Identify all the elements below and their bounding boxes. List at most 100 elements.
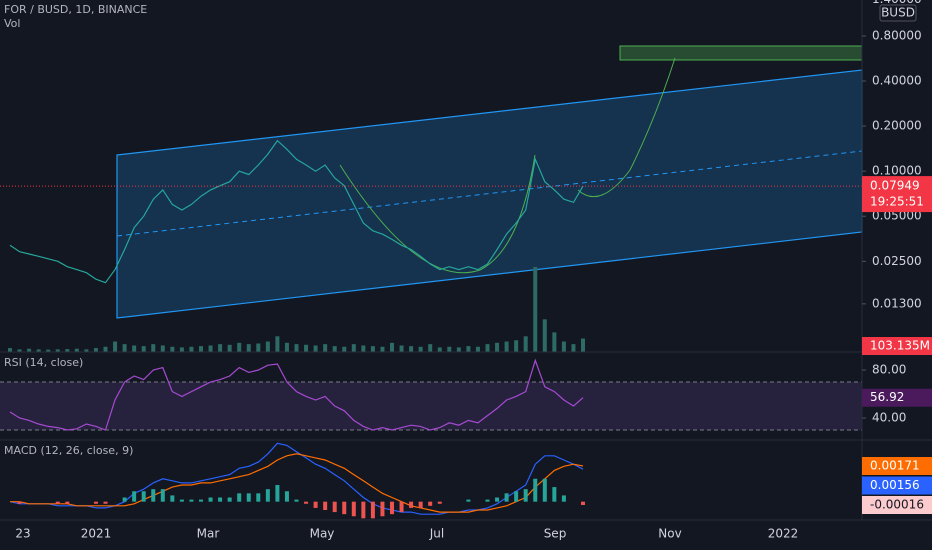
histogram-bar: [237, 493, 242, 502]
volume-bar: [84, 349, 89, 352]
histogram-bar: [227, 497, 232, 502]
volume-bar: [55, 349, 60, 352]
volume-bar: [533, 267, 538, 352]
price-box: [862, 176, 932, 213]
volume-bar: [8, 348, 12, 352]
volume-bar: [552, 332, 557, 352]
histogram-bar: [437, 501, 442, 504]
macd-last: 0.00156: [870, 478, 920, 492]
volume-bar: [561, 341, 566, 352]
x-tick-label: 23: [15, 527, 30, 541]
currency-box: [879, 4, 917, 22]
volume-bar: [256, 343, 261, 352]
histogram-bar: [370, 501, 375, 519]
histogram-bar: [351, 501, 356, 517]
histogram-bar: [495, 497, 500, 502]
volume-bar: [199, 346, 203, 352]
volume-last-box: [862, 337, 932, 355]
x-tick-label: Sep: [544, 527, 567, 541]
histogram-bar: [523, 489, 528, 502]
histogram-bar: [428, 501, 433, 506]
histogram-bar: [141, 491, 146, 502]
histogram-bar: [342, 501, 347, 515]
volume-bar: [390, 342, 394, 352]
target-box: [619, 45, 863, 61]
histogram-bar: [170, 495, 175, 502]
volume-bar: [237, 342, 242, 352]
volume-bar: [46, 349, 51, 352]
x-tick-label: 2022: [768, 527, 799, 541]
volume-bar: [456, 347, 461, 352]
histogram-bar: [294, 499, 299, 502]
volume-bar: [284, 342, 289, 352]
y-tick-label: 0.10000: [872, 164, 922, 178]
price-line: [9, 358, 584, 431]
histogram-bar: [552, 487, 557, 502]
volume-bar: [74, 348, 79, 352]
histogram-bar: [256, 493, 261, 502]
volume-bar: [36, 349, 41, 352]
volume-last: 103.135M: [870, 339, 930, 353]
volume-bar: [437, 347, 442, 352]
histogram-bar: [65, 501, 70, 504]
volume-bar: [351, 344, 356, 352]
macd-last: -0.00016: [870, 498, 924, 512]
volume-bar: [313, 345, 318, 352]
histogram-bar: [380, 501, 385, 517]
histogram-bar: [208, 497, 213, 502]
histogram-bar: [542, 478, 547, 502]
histogram-bar: [160, 489, 165, 502]
x-tick-label: Mar: [197, 527, 220, 541]
volume-bar: [304, 344, 309, 352]
volume-bar: [265, 341, 270, 352]
histogram-bar: [561, 495, 566, 502]
histogram-bar: [323, 501, 328, 510]
macd-line: [9, 442, 584, 515]
cup-arc: [339, 154, 536, 274]
y-tick-label: 0.02500: [872, 254, 922, 268]
histogram-bar: [132, 491, 137, 502]
volume-bar: [504, 341, 509, 352]
histogram-bar: [103, 501, 108, 504]
histogram-bar: [485, 499, 490, 502]
histogram-bar: [93, 501, 98, 504]
macd-last-box: [862, 476, 932, 495]
price-line: [9, 139, 584, 284]
volume-bar: [179, 347, 184, 352]
histogram-bar: [122, 497, 127, 502]
volume-bar: [170, 346, 175, 352]
y-tick-label: 1.40000: [872, 0, 922, 6]
volume-bar: [399, 345, 404, 352]
x-tick-label: 2021: [81, 527, 112, 541]
volume-bar: [227, 344, 232, 352]
histogram-bar: [581, 501, 585, 505]
histogram-bar: [179, 499, 184, 502]
histogram-bar: [313, 501, 318, 508]
volume-bar: [428, 344, 433, 352]
currency: BUSD: [881, 6, 915, 20]
histogram-bar: [189, 499, 194, 502]
volume-bar: [160, 345, 165, 352]
y-tick-label: 0.20000: [872, 119, 922, 133]
countdown: 19:25:51: [870, 195, 924, 209]
rsi-last: 56.92: [870, 390, 904, 404]
volume-bar: [151, 344, 156, 352]
rsi-band: [0, 382, 862, 431]
histogram-bar: [284, 491, 289, 502]
volume-bar: [418, 346, 423, 352]
volume-bar: [342, 346, 347, 352]
projection-arc: [577, 57, 676, 198]
volume-bar: [475, 346, 480, 352]
symbol: FOR / BUSD, 1D, BINANCE: [4, 3, 147, 16]
volume-bar: [514, 340, 519, 352]
macd-title: MACD (12, 26, close, 9): [4, 444, 133, 457]
rsi-title: RSI (14, close): [4, 356, 83, 369]
histogram-bar: [275, 485, 280, 502]
volume-bar: [542, 319, 547, 352]
histogram-bar: [390, 501, 394, 515]
volume-bar: [447, 346, 452, 352]
volume-bar: [122, 344, 127, 352]
x-tick-label: Jul: [429, 527, 444, 541]
volume-bar: [370, 346, 375, 352]
